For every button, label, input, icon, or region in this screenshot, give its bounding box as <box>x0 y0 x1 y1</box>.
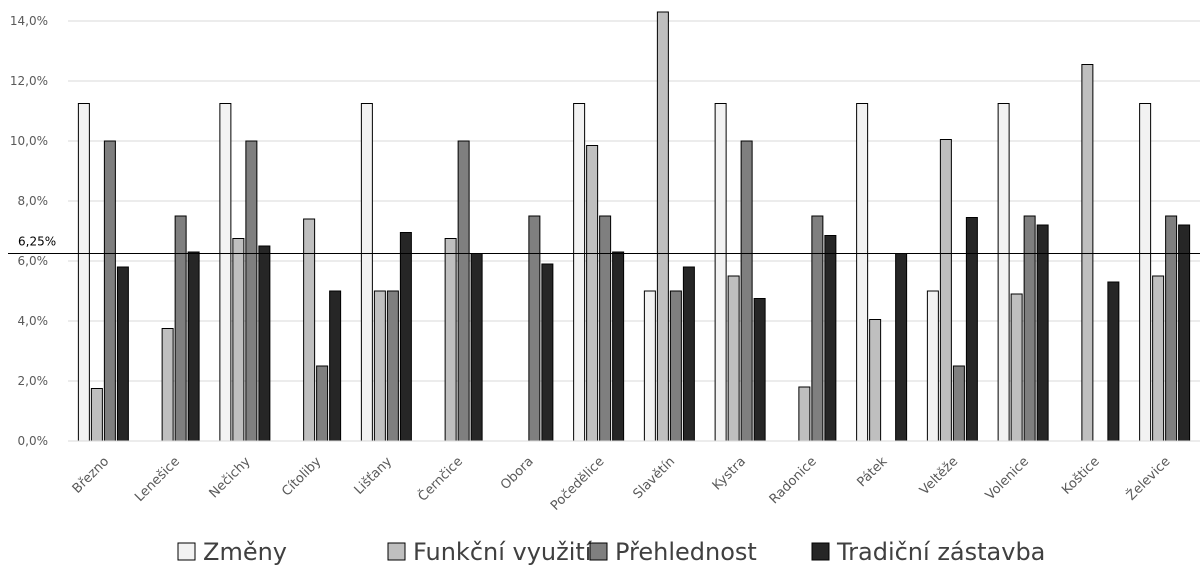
bar <box>727 275 740 442</box>
bar <box>856 103 869 442</box>
y-tick-label: 12,0% <box>10 74 48 88</box>
bar <box>373 290 386 442</box>
y-tick-label: 0,0% <box>18 434 49 448</box>
bar <box>740 140 753 442</box>
bar <box>714 103 727 442</box>
bar <box>303 218 316 442</box>
legend-swatch <box>811 542 830 561</box>
bar <box>77 103 90 442</box>
y-tick-label: 14,0% <box>10 14 48 28</box>
x-tick-label: Počedělice <box>548 454 607 513</box>
bar <box>258 245 271 442</box>
bar <box>939 139 952 442</box>
bar <box>573 103 586 442</box>
bar <box>1107 281 1120 442</box>
legend-label: Změny <box>203 538 287 566</box>
bar <box>245 140 258 442</box>
x-tick-label: Černčice <box>415 454 466 505</box>
bar <box>399 232 412 442</box>
x-tick-label: Obora <box>498 454 537 493</box>
bar <box>952 365 965 442</box>
bar <box>187 251 200 442</box>
x-tick-label: Slavětín <box>630 454 678 502</box>
bar <box>926 290 939 442</box>
reference-line-group: 6,25% <box>8 235 1200 254</box>
bar <box>116 266 129 442</box>
bar <box>316 365 329 442</box>
bar <box>232 238 245 442</box>
bar <box>965 217 978 442</box>
legend: Změny Funkční využití Přehlednost Tradiční … <box>177 538 1045 566</box>
bar <box>869 319 882 442</box>
bar <box>599 215 612 442</box>
bar <box>997 103 1010 442</box>
legend-label: Tradiční zástavba <box>836 538 1045 566</box>
legend-swatch <box>387 542 406 561</box>
bar <box>612 251 625 442</box>
x-tick-label: Cítoliby <box>279 454 324 499</box>
bar <box>541 263 554 442</box>
x-tick-label: Nečichy <box>207 454 254 501</box>
legend-swatch <box>589 542 608 561</box>
y-tick-label: 8,0% <box>18 194 49 208</box>
bar <box>103 140 116 442</box>
bar <box>1152 275 1165 442</box>
x-tick-label: Pátek <box>854 454 890 490</box>
bar <box>1081 64 1094 442</box>
bar <box>528 215 541 442</box>
bar <box>586 145 599 442</box>
x-tick-label: Lišťany <box>352 454 396 498</box>
bar <box>329 290 342 442</box>
bar <box>470 253 483 442</box>
x-tick-label: Kystra <box>710 454 749 493</box>
legend-label: Funkční využití <box>413 538 593 566</box>
reference-line-label: 6,25% <box>18 235 56 249</box>
bar <box>1036 224 1049 442</box>
bar <box>753 298 766 442</box>
y-tick-label: 6,0% <box>18 254 49 268</box>
bar <box>444 238 457 442</box>
bar <box>656 11 669 442</box>
bar <box>682 266 695 442</box>
bar <box>386 290 399 442</box>
bar <box>219 103 232 442</box>
bar <box>1010 293 1023 442</box>
bar <box>90 388 103 442</box>
legend-swatch <box>177 542 196 561</box>
bar <box>360 103 373 442</box>
bar <box>174 215 187 442</box>
y-axis-ticks: 0,0% 2,0% 4,0% 6,0% 8,0% 10,0% 12,0% 14,0% <box>10 14 48 448</box>
y-tick-label: 10,0% <box>10 134 48 148</box>
bar <box>1139 103 1152 442</box>
bar <box>161 328 174 442</box>
bar <box>669 290 682 442</box>
bar <box>1023 215 1036 442</box>
x-tick-label: Želevice <box>1123 454 1173 504</box>
bar <box>1165 215 1178 442</box>
bars <box>77 11 1191 442</box>
x-axis-labels: Březno Lenešice Nečichy Cítoliby Lišťany Čern… <box>70 454 1174 514</box>
x-tick-label: Březno <box>70 454 112 496</box>
y-tick-label: 4,0% <box>18 314 49 328</box>
x-tick-label: Lenešice <box>132 454 183 505</box>
bar <box>643 290 656 442</box>
bar <box>457 140 470 442</box>
x-tick-label: Volenice <box>983 454 1032 503</box>
legend-label: Přehlednost <box>615 538 757 566</box>
y-tick-label: 2,0% <box>18 374 49 388</box>
bar <box>895 253 908 442</box>
x-tick-label: Radonice <box>767 454 820 507</box>
bar <box>811 215 824 442</box>
bar <box>1178 224 1191 442</box>
x-tick-label: Koštice <box>1059 454 1102 497</box>
bar <box>824 235 837 442</box>
x-tick-label: Veltěže <box>917 454 961 498</box>
bar <box>798 386 811 442</box>
